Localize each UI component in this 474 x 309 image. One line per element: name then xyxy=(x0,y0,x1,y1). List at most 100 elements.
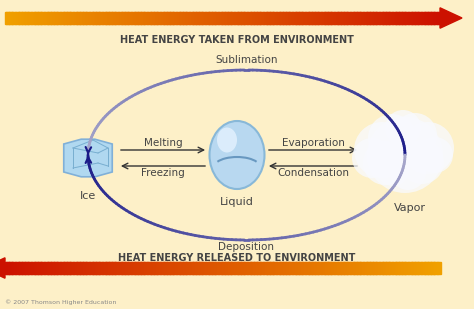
Bar xyxy=(162,12,164,24)
Bar xyxy=(307,262,309,274)
Bar xyxy=(365,262,367,274)
Bar xyxy=(437,12,439,24)
Bar xyxy=(412,12,415,24)
Bar xyxy=(62,262,64,274)
Bar xyxy=(404,262,406,274)
Bar xyxy=(353,262,355,274)
Bar xyxy=(356,12,358,24)
Bar xyxy=(405,262,408,274)
Bar xyxy=(282,12,284,24)
Bar xyxy=(205,262,207,274)
Bar xyxy=(36,262,38,274)
Bar xyxy=(283,262,286,274)
Bar xyxy=(356,262,358,274)
Bar xyxy=(172,12,174,24)
Bar xyxy=(283,12,286,24)
Bar xyxy=(136,12,138,24)
Bar xyxy=(193,262,196,274)
Bar xyxy=(30,262,32,274)
Bar xyxy=(189,262,191,274)
Bar xyxy=(237,262,239,274)
Bar xyxy=(162,262,164,274)
Bar xyxy=(202,262,204,274)
Bar xyxy=(148,12,151,24)
Bar xyxy=(381,12,383,24)
Bar xyxy=(279,12,281,24)
Bar xyxy=(204,262,206,274)
Bar xyxy=(362,12,364,24)
Bar xyxy=(7,12,9,24)
Bar xyxy=(334,262,337,274)
Bar xyxy=(188,262,190,274)
Bar xyxy=(205,12,207,24)
Text: Freezing: Freezing xyxy=(141,168,185,178)
Bar xyxy=(234,262,237,274)
Bar xyxy=(43,12,45,24)
Bar xyxy=(378,262,380,274)
Bar xyxy=(417,262,419,274)
Bar xyxy=(164,12,167,24)
Bar xyxy=(69,262,71,274)
Bar xyxy=(119,262,122,274)
Bar xyxy=(317,12,319,24)
Bar xyxy=(178,12,180,24)
Bar xyxy=(82,262,84,274)
Bar xyxy=(31,12,33,24)
Bar xyxy=(36,12,38,24)
Bar xyxy=(95,12,97,24)
Bar xyxy=(326,262,328,274)
Bar xyxy=(152,12,154,24)
Bar xyxy=(195,12,197,24)
Bar xyxy=(60,12,63,24)
Bar xyxy=(421,262,423,274)
Bar xyxy=(128,12,130,24)
Bar xyxy=(414,12,416,24)
Bar xyxy=(50,12,52,24)
Bar xyxy=(179,262,181,274)
Bar xyxy=(19,262,22,274)
Bar xyxy=(192,12,194,24)
Bar xyxy=(252,262,254,274)
Bar xyxy=(185,12,187,24)
Bar xyxy=(352,262,354,274)
Bar xyxy=(338,262,341,274)
Bar xyxy=(146,12,148,24)
Ellipse shape xyxy=(210,121,264,189)
Bar xyxy=(176,262,178,274)
Bar xyxy=(108,12,110,24)
Bar xyxy=(286,12,289,24)
Bar xyxy=(164,262,167,274)
Bar xyxy=(143,12,145,24)
Bar xyxy=(56,12,58,24)
Bar xyxy=(276,262,278,274)
Bar xyxy=(308,262,310,274)
Bar xyxy=(174,12,177,24)
Bar xyxy=(433,12,435,24)
Bar xyxy=(48,12,51,24)
Bar xyxy=(260,262,263,274)
Bar xyxy=(19,12,22,24)
Bar xyxy=(289,12,292,24)
Bar xyxy=(198,262,200,274)
Bar xyxy=(262,12,264,24)
Bar xyxy=(199,262,201,274)
Bar xyxy=(230,12,232,24)
Bar xyxy=(426,12,428,24)
Bar xyxy=(186,262,189,274)
Bar xyxy=(350,262,352,274)
Bar xyxy=(64,12,67,24)
Bar xyxy=(38,12,41,24)
Bar xyxy=(41,262,44,274)
Bar xyxy=(118,262,120,274)
Bar xyxy=(179,12,181,24)
Bar xyxy=(182,262,184,274)
Bar xyxy=(333,262,335,274)
Bar xyxy=(160,262,163,274)
Bar xyxy=(392,262,394,274)
Bar xyxy=(122,262,125,274)
Bar xyxy=(398,262,400,274)
Bar xyxy=(393,12,396,24)
Bar xyxy=(273,262,275,274)
Bar xyxy=(370,262,373,274)
Bar xyxy=(86,262,89,274)
